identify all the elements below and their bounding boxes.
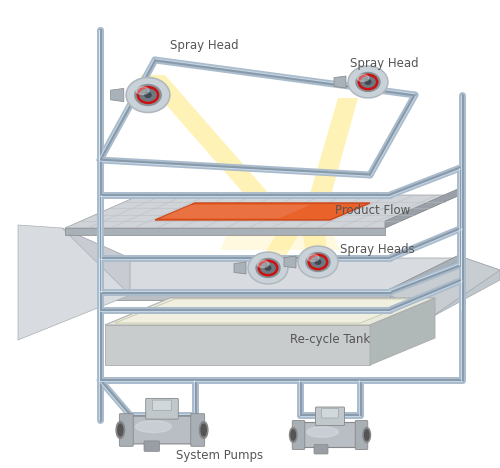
Polygon shape [105,298,435,325]
FancyBboxPatch shape [322,409,338,418]
Ellipse shape [307,427,338,437]
Polygon shape [334,76,346,88]
Polygon shape [390,258,500,318]
Polygon shape [298,98,358,235]
Polygon shape [385,188,460,228]
Text: Spray Head: Spray Head [350,57,418,70]
Ellipse shape [306,253,330,271]
Ellipse shape [136,87,149,95]
Polygon shape [160,205,310,218]
Polygon shape [105,325,370,365]
Polygon shape [390,258,500,318]
Polygon shape [234,262,246,274]
Ellipse shape [365,80,371,84]
Ellipse shape [363,427,370,443]
Polygon shape [115,299,420,323]
Ellipse shape [257,261,269,268]
FancyBboxPatch shape [314,445,328,454]
Polygon shape [390,252,465,295]
Ellipse shape [116,422,124,439]
Text: Spray Head: Spray Head [170,39,238,52]
Polygon shape [65,228,385,235]
Polygon shape [110,88,124,102]
Ellipse shape [307,255,319,262]
Ellipse shape [298,246,338,278]
Ellipse shape [308,255,328,270]
Ellipse shape [258,261,278,276]
Polygon shape [303,235,330,270]
Ellipse shape [248,252,288,284]
FancyBboxPatch shape [191,414,204,446]
Ellipse shape [348,66,388,98]
Ellipse shape [364,430,369,440]
Ellipse shape [118,424,123,436]
Polygon shape [255,235,298,270]
FancyBboxPatch shape [144,441,160,452]
Ellipse shape [300,248,337,277]
FancyBboxPatch shape [146,398,178,419]
Polygon shape [62,228,130,295]
Polygon shape [105,298,435,325]
Ellipse shape [138,87,158,103]
Ellipse shape [126,77,170,113]
Text: Product Flow: Product Flow [335,204,410,217]
Ellipse shape [135,85,161,105]
Ellipse shape [291,430,296,440]
FancyBboxPatch shape [316,407,344,425]
Text: Re-cycle Tank: Re-cycle Tank [290,334,370,346]
Ellipse shape [356,73,380,92]
Ellipse shape [136,421,172,432]
FancyBboxPatch shape [152,400,172,410]
Ellipse shape [128,79,168,111]
Polygon shape [55,258,465,295]
Ellipse shape [200,422,208,439]
Ellipse shape [265,266,271,270]
Ellipse shape [358,74,378,89]
Polygon shape [284,256,296,268]
Ellipse shape [357,74,369,81]
Polygon shape [140,75,305,235]
Ellipse shape [256,258,280,278]
FancyBboxPatch shape [302,423,358,447]
Polygon shape [370,298,435,365]
Ellipse shape [250,254,286,283]
Ellipse shape [145,93,151,97]
Ellipse shape [290,427,297,443]
Polygon shape [55,295,390,300]
Text: System Pumps: System Pumps [176,449,264,462]
Polygon shape [18,225,130,340]
FancyBboxPatch shape [120,414,133,446]
Polygon shape [65,195,460,228]
FancyBboxPatch shape [130,416,194,444]
FancyBboxPatch shape [355,421,368,449]
Ellipse shape [201,424,206,436]
Ellipse shape [315,260,321,264]
FancyBboxPatch shape [292,421,305,449]
Ellipse shape [350,67,387,96]
Polygon shape [155,203,370,220]
Text: Spray Heads: Spray Heads [340,243,415,256]
Polygon shape [220,205,340,250]
